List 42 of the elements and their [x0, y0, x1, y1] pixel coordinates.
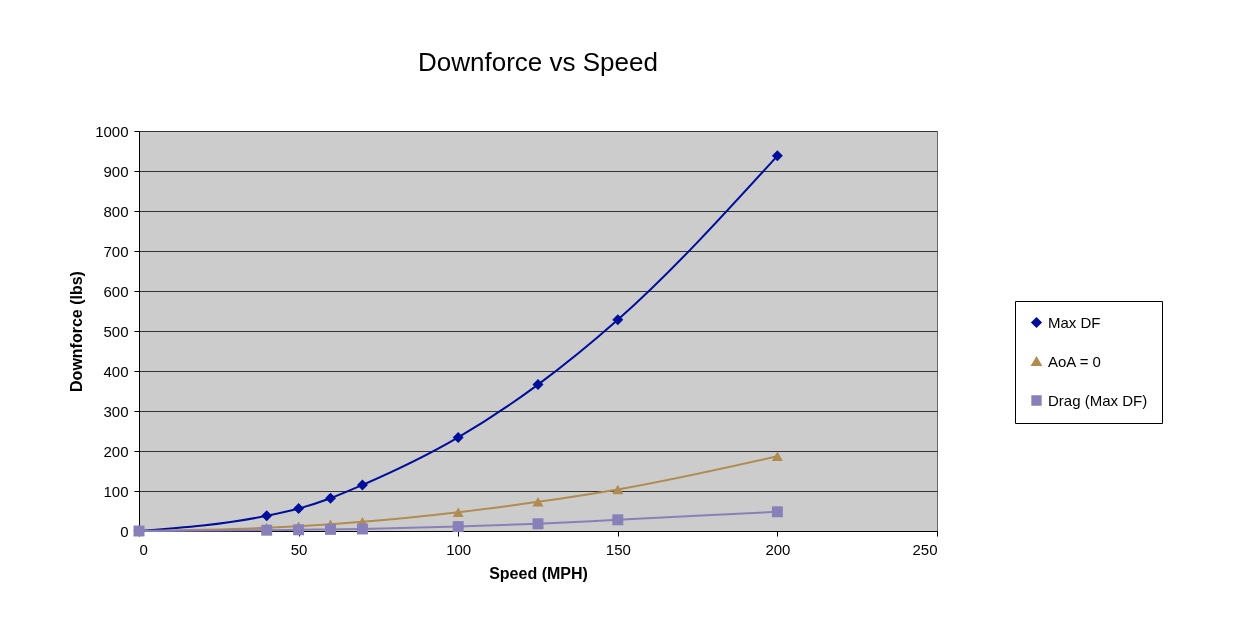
point — [612, 314, 624, 326]
y-tick-label: 700 — [103, 242, 129, 260]
y-tick-label: 200 — [103, 442, 129, 460]
y-tick-label: 1000 — [95, 122, 129, 140]
point — [532, 518, 544, 530]
legend-label: AoA = 0 — [1048, 352, 1101, 370]
point — [356, 523, 368, 535]
y-tick-label: 100 — [103, 482, 129, 500]
y-axis-title: Downforce (lbs) — [68, 271, 86, 392]
y-tick-label: 800 — [103, 202, 129, 220]
y-tick-label: 600 — [103, 282, 129, 300]
point — [532, 497, 544, 507]
point — [261, 510, 273, 522]
point — [452, 431, 464, 443]
point — [612, 514, 624, 526]
x-tick-label: 100 — [446, 540, 472, 558]
y-tick-label: 900 — [103, 162, 129, 180]
x-tick-label: 250 — [912, 540, 938, 558]
x-axis-title: Speed (MPH) — [489, 564, 588, 582]
point — [771, 506, 783, 518]
point — [532, 379, 544, 391]
legend-label: Drag (Max DF) — [1048, 391, 1148, 409]
legend-label: Max DF — [1048, 313, 1101, 331]
point — [771, 451, 783, 461]
y-tick-label: 500 — [103, 322, 129, 340]
x-tick-label: 50 — [290, 540, 308, 558]
point — [293, 503, 305, 515]
point — [325, 523, 336, 535]
x-tick-label: 0 — [139, 540, 148, 558]
y-tick-label: 400 — [103, 362, 129, 380]
point — [325, 492, 336, 504]
y-tick-label: 0 — [120, 522, 129, 540]
point — [612, 484, 624, 495]
point — [452, 507, 464, 517]
y-tick-label: 300 — [103, 402, 129, 420]
chart-title: Downforce vs Speed — [418, 47, 658, 77]
point — [452, 521, 464, 533]
x-tick-label: 150 — [605, 540, 631, 558]
point — [356, 479, 368, 491]
x-tick-label: 200 — [765, 540, 791, 558]
point — [293, 524, 305, 536]
point — [771, 150, 783, 162]
